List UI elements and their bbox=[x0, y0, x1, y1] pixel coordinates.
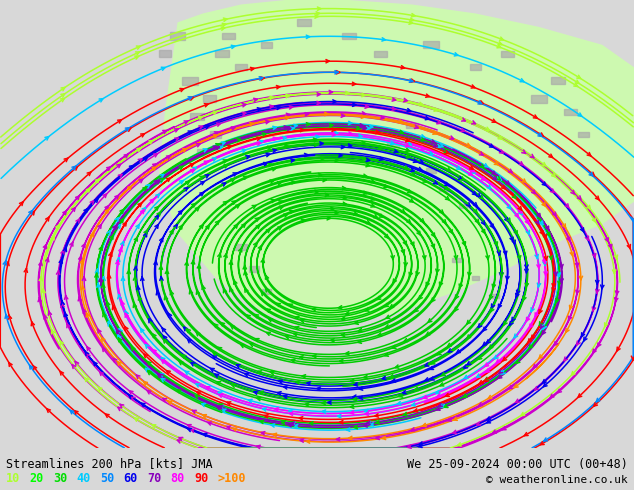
Bar bbox=[235, 64, 247, 70]
Text: Streamlines 200 hPa [kts] JMA: Streamlines 200 hPa [kts] JMA bbox=[6, 458, 213, 470]
Text: >100: >100 bbox=[217, 472, 246, 485]
Text: 70: 70 bbox=[147, 472, 161, 485]
Bar bbox=[452, 258, 461, 262]
Bar bbox=[578, 132, 589, 137]
Text: 50: 50 bbox=[100, 472, 114, 485]
Bar bbox=[158, 50, 171, 57]
Bar bbox=[190, 113, 204, 120]
Bar bbox=[222, 32, 235, 39]
Bar bbox=[406, 122, 418, 128]
Bar bbox=[472, 276, 479, 280]
Text: © weatheronline.co.uk: © weatheronline.co.uk bbox=[486, 475, 628, 485]
Text: 40: 40 bbox=[77, 472, 91, 485]
Bar bbox=[197, 149, 209, 156]
Bar bbox=[439, 186, 449, 191]
Bar bbox=[551, 77, 565, 84]
Text: 60: 60 bbox=[124, 472, 138, 485]
Bar bbox=[261, 42, 272, 48]
Bar bbox=[531, 95, 547, 103]
Bar bbox=[424, 41, 439, 49]
Bar bbox=[170, 32, 186, 40]
Bar bbox=[387, 140, 399, 147]
Bar bbox=[426, 168, 436, 173]
Bar bbox=[470, 64, 481, 70]
Bar bbox=[235, 244, 247, 249]
Bar bbox=[459, 204, 467, 208]
Bar bbox=[183, 76, 198, 85]
Bar bbox=[564, 109, 577, 116]
Text: We 25-09-2024 00:00 UTC (00+48): We 25-09-2024 00:00 UTC (00+48) bbox=[407, 458, 628, 470]
Bar bbox=[342, 32, 356, 39]
Bar bbox=[374, 50, 387, 57]
Bar bbox=[203, 95, 216, 102]
Text: 30: 30 bbox=[53, 472, 67, 485]
Bar bbox=[262, 289, 271, 294]
Text: 90: 90 bbox=[194, 472, 208, 485]
Bar bbox=[297, 19, 311, 25]
Text: 10: 10 bbox=[6, 472, 20, 485]
Text: 20: 20 bbox=[30, 472, 44, 485]
Text: 80: 80 bbox=[171, 472, 184, 485]
Bar bbox=[501, 50, 514, 57]
Bar bbox=[210, 131, 221, 138]
Bar bbox=[215, 50, 229, 57]
Polygon shape bbox=[158, 0, 634, 323]
Bar bbox=[249, 267, 259, 271]
Bar bbox=[490, 294, 500, 298]
